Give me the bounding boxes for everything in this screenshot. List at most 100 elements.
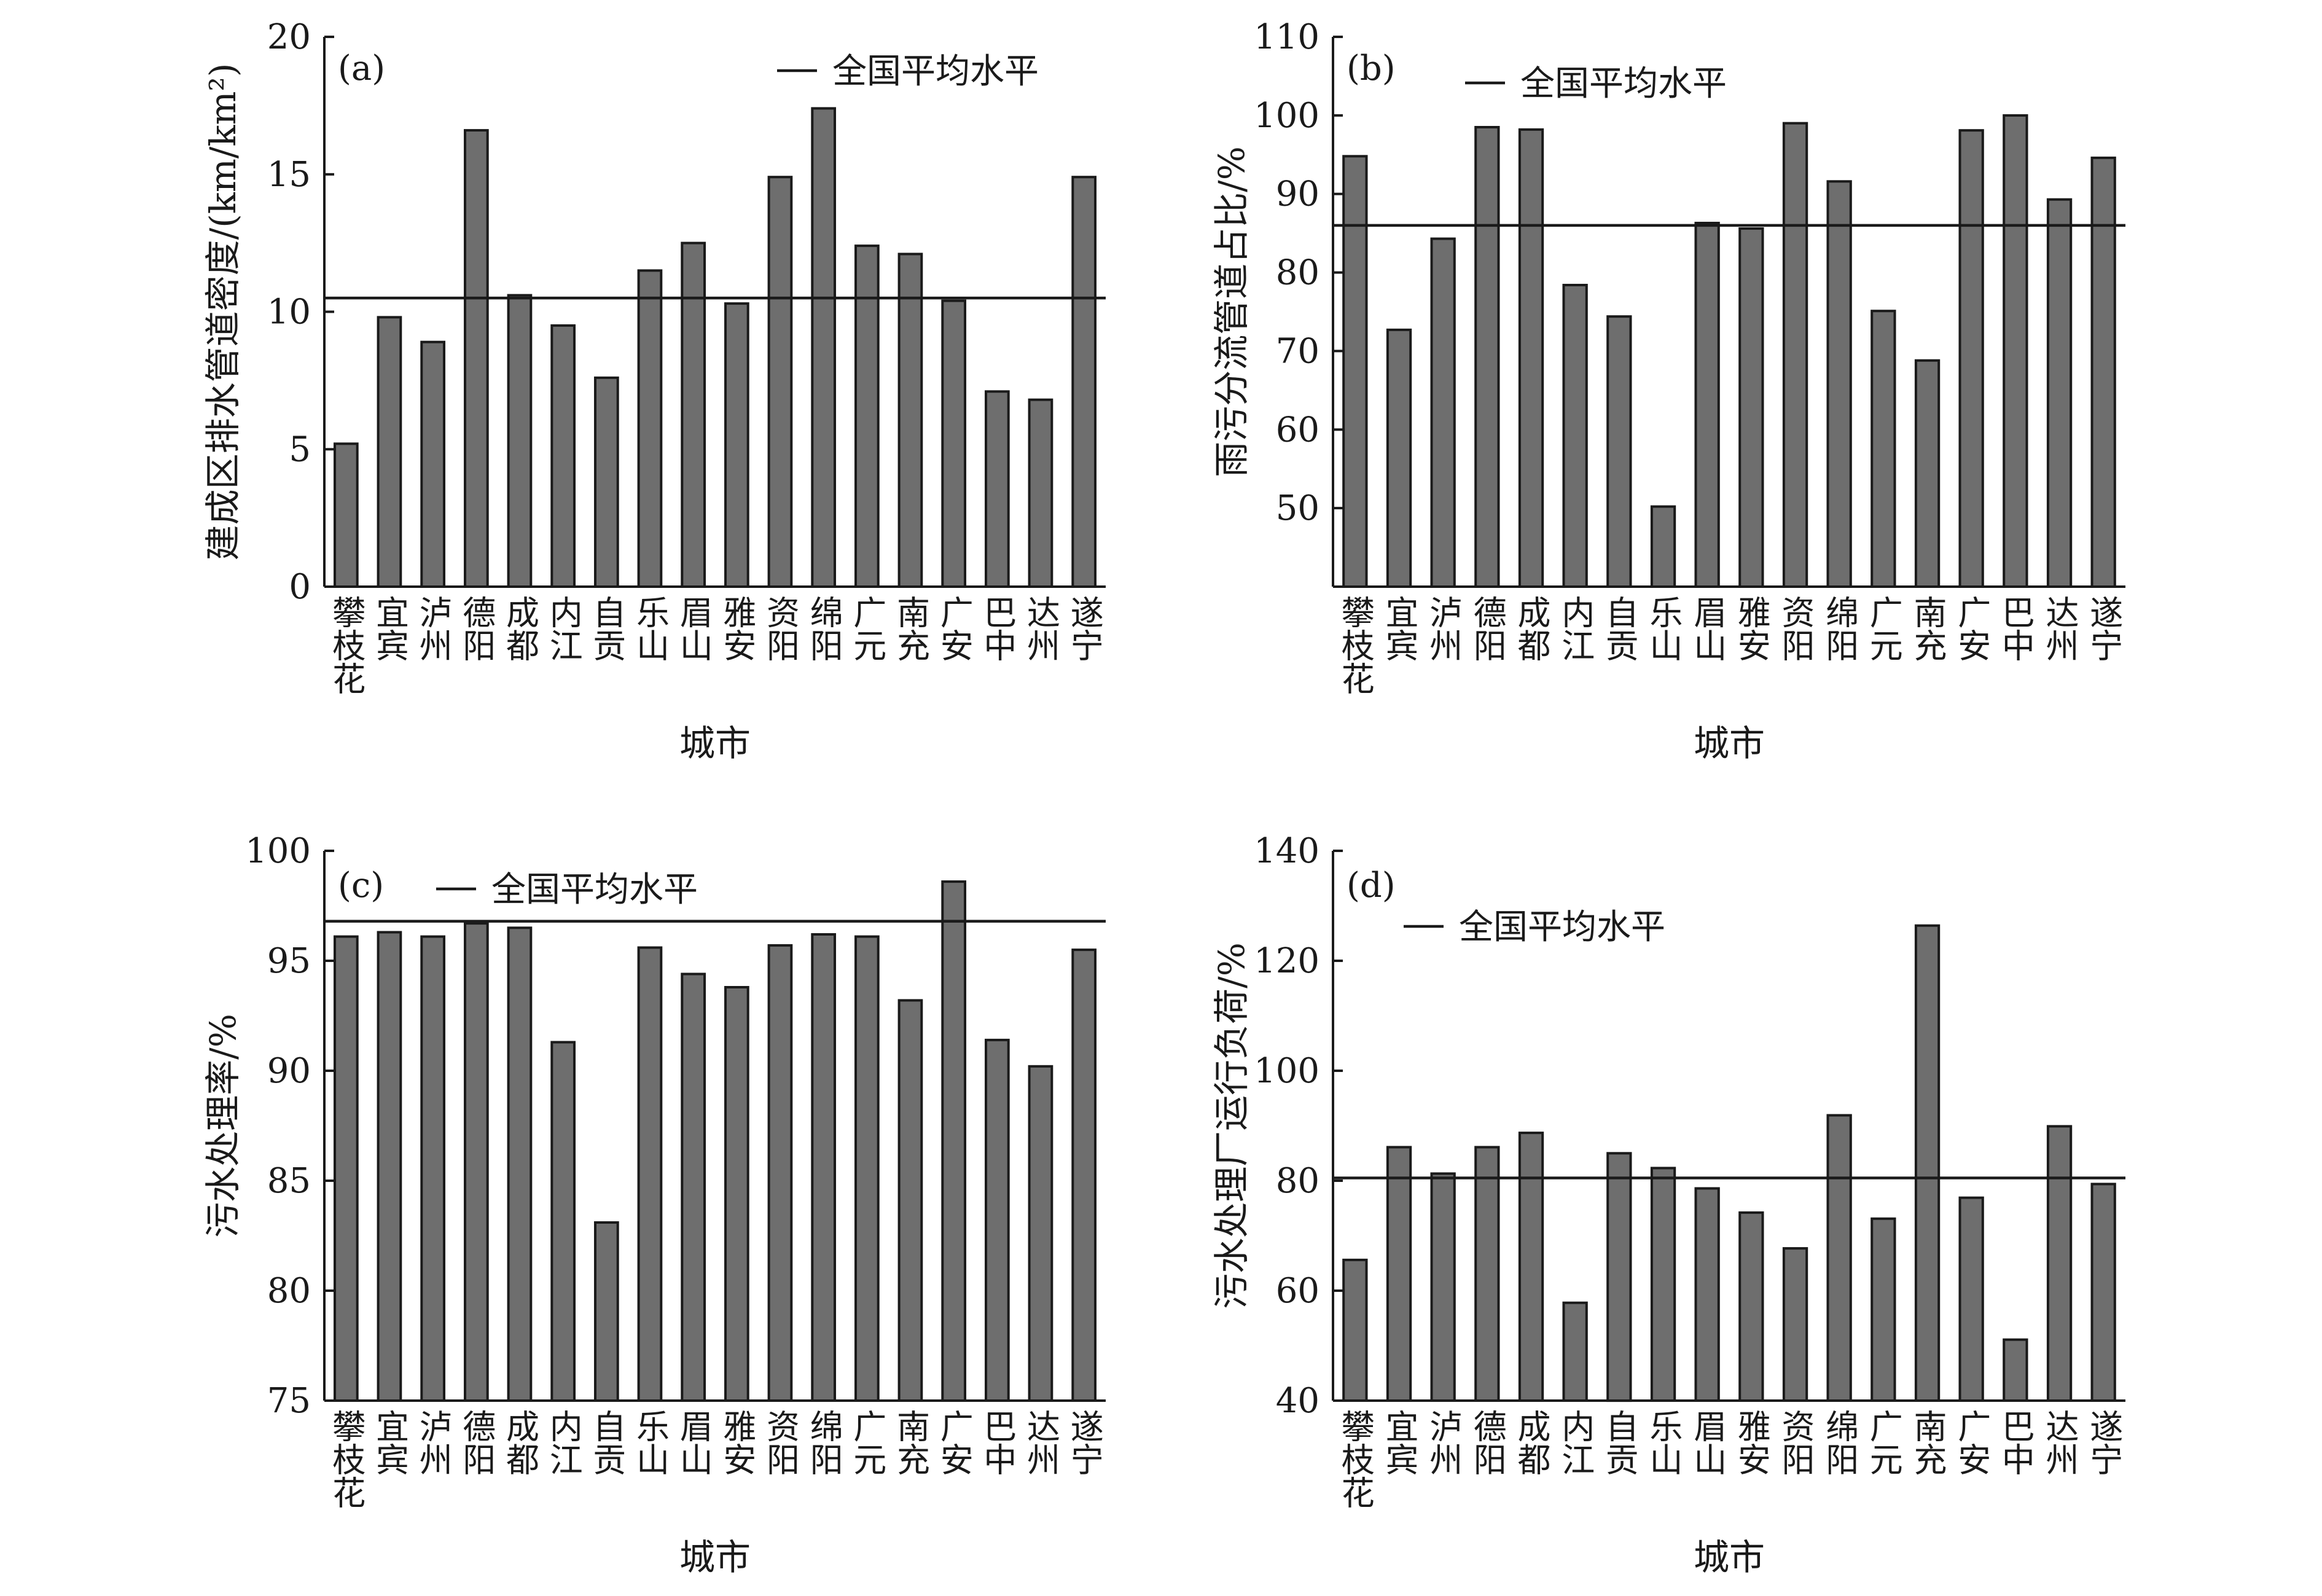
bar-b-14 (1914, 359, 1941, 588)
bar-b-18 (2090, 156, 2116, 588)
bar-d-3 (1430, 1172, 1456, 1402)
x-category-label-a-11: 资阳 (761, 595, 800, 662)
y-tick-label-c-75: 75 (267, 1381, 311, 1421)
x-category-label-b-18: 遂宁 (2084, 595, 2123, 662)
x-category-label-c-9: 眉山 (674, 1409, 713, 1476)
panel-d: 40 60 80 100 120 140 攀枝花 宜宾 泸州 德阳 成都 内江 自贡 乐山 眉山 雅安 资阳 绵阳… (1211, 831, 2125, 1578)
x-category-label-c-6: 内江 (544, 1409, 582, 1476)
y-tick-label-d-120: 120 (1254, 941, 1319, 981)
x-category-label-b-8: 乐山 (1644, 595, 1683, 662)
bar-c-5 (507, 926, 533, 1402)
bar-c-15 (941, 880, 967, 1402)
bar-b-2 (1386, 328, 1412, 589)
y-axis-title-d: 污水处理厂运行负荷/% (1211, 942, 1253, 1309)
x-category-label-a-16: 巴中 (978, 595, 1017, 662)
bar-b-9 (1694, 222, 1720, 588)
bar-b-17 (2046, 198, 2073, 588)
y-tick-label-b-90: 90 (1276, 174, 1319, 214)
bar-d-13 (1871, 1217, 1896, 1402)
x-category-label-d-16: 巴中 (1996, 1409, 2035, 1476)
y-tick-label-c-85: 85 (267, 1161, 311, 1201)
bar-d-8 (1650, 1167, 1676, 1402)
bar-b-16 (2003, 114, 2028, 588)
legend-label-a: 全国平均水平 (832, 52, 1039, 92)
panel-c: 75 80 85 90 95 100 攀枝花 宜宾 泸州 德阳 成都 内江 自贡 乐山 眉山 雅安 资阳 绵阳 广元… (202, 831, 1106, 1578)
x-category-label-a-3: 泸州 (413, 595, 452, 662)
y-tick-label-b-80: 80 (1276, 253, 1319, 293)
panel-label-d: (d) (1347, 866, 1396, 906)
x-category-label-d-17: 达州 (2040, 1409, 2079, 1476)
x-category-label-c-17: 达州 (1022, 1409, 1060, 1476)
bar-d-7 (1606, 1152, 1632, 1402)
bar-a-1 (334, 442, 359, 588)
x-category-label-d-15: 广安 (1952, 1409, 1991, 1476)
y-tick-label-d-40: 40 (1276, 1381, 1319, 1421)
y-tick-label-c-100: 100 (245, 831, 311, 871)
bar-c-1 (334, 935, 359, 1402)
x-category-label-a-15: 广安 (934, 595, 973, 662)
x-category-label-b-16: 巴中 (1996, 595, 2035, 662)
bar-c-10 (724, 986, 749, 1402)
x-category-label-c-1: 攀枝花 (327, 1409, 366, 1509)
legend-label-b: 全国平均水平 (1520, 64, 1727, 104)
bar-c-4 (464, 922, 489, 1402)
x-category-label-c-16: 巴中 (978, 1409, 1017, 1476)
x-category-label-c-4: 德阳 (457, 1409, 496, 1476)
bar-c-12 (811, 933, 837, 1402)
x-category-label-c-14: 南充 (891, 1409, 930, 1476)
x-category-label-c-3: 泸州 (413, 1409, 452, 1476)
x-category-label-b-3: 泸州 (1424, 595, 1463, 662)
legend-label-c: 全国平均水平 (491, 870, 698, 910)
bar-d-6 (1562, 1301, 1588, 1402)
y-tick-label-c-90: 90 (267, 1051, 311, 1091)
bar-c-7 (594, 1221, 619, 1402)
bar-c-8 (637, 946, 663, 1402)
bar-b-7 (1606, 315, 1632, 588)
x-category-label-c-18: 遂宁 (1065, 1409, 1103, 1476)
y-tick-label-d-100: 100 (1254, 1051, 1319, 1091)
x-category-label-d-13: 广元 (1864, 1409, 1902, 1476)
x-axis-title-b: 城市 (1694, 722, 1765, 764)
x-category-label-d-9: 眉山 (1688, 1409, 1727, 1476)
y-tick-label-b-60: 60 (1276, 410, 1319, 450)
x-category-label-b-6: 内江 (1556, 595, 1595, 662)
bar-a-18 (1071, 176, 1097, 588)
x-category-label-b-11: 资阳 (1776, 595, 1815, 662)
y-tick-label-b-110: 110 (1254, 17, 1319, 57)
bar-a-11 (767, 176, 793, 588)
x-category-label-b-9: 眉山 (1688, 595, 1727, 662)
panel-b: 50 60 70 80 90 100 110 攀枝花 宜宾 泸州 德阳 成都 内江 自贡 乐山 眉山 雅安 资阳绵… (1211, 17, 2125, 764)
x-category-label-d-10: 雅安 (1732, 1409, 1770, 1476)
bar-c-2 (377, 931, 402, 1402)
panel-label-a: (a) (338, 49, 385, 88)
y-tick-label-d-140: 140 (1254, 831, 1319, 871)
bar-b-5 (1518, 128, 1544, 588)
x-category-label-a-12: 绵阳 (804, 595, 843, 662)
bar-c-16 (985, 1038, 1010, 1402)
x-category-label-a-8: 乐山 (631, 595, 670, 662)
legend-label-d: 全国平均水平 (1459, 907, 1665, 947)
bar-d-2 (1386, 1146, 1412, 1402)
y-tick-label-b-50: 50 (1276, 488, 1319, 528)
x-category-label-d-7: 自贡 (1600, 1409, 1638, 1476)
y-tick-label-a-20: 20 (267, 17, 311, 57)
x-category-label-d-2: 宜宾 (1380, 1409, 1418, 1476)
x-category-label-d-18: 遂宁 (2084, 1409, 2123, 1476)
bar-c-11 (767, 944, 793, 1402)
x-category-label-a-7: 自贡 (587, 595, 626, 662)
x-category-label-b-13: 广元 (1864, 595, 1902, 662)
y-axis-title-c: 污水处理率/% (202, 1014, 244, 1238)
bar-c-6 (550, 1041, 576, 1402)
x-category-label-a-5: 成都 (501, 595, 539, 662)
bar-a-17 (1028, 398, 1054, 588)
x-category-label-d-1: 攀枝花 (1335, 1409, 1374, 1509)
y-tick-label-a-5: 5 (289, 429, 311, 469)
bar-b-11 (1782, 122, 1808, 589)
x-category-label-b-5: 成都 (1512, 595, 1550, 662)
bar-d-4 (1474, 1146, 1500, 1402)
x-category-label-c-10: 雅安 (717, 1409, 756, 1476)
x-category-label-a-4: 德阳 (457, 595, 496, 662)
bar-a-14 (897, 252, 923, 588)
bar-c-14 (897, 999, 923, 1402)
bar-d-17 (2046, 1125, 2073, 1402)
